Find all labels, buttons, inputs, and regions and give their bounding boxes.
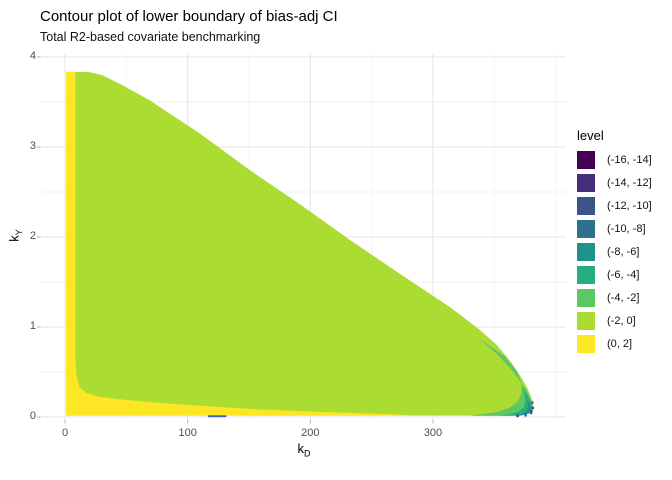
x-tick-label: 100 — [178, 427, 197, 439]
legend-swatch — [577, 220, 595, 238]
legend-swatch — [577, 335, 595, 353]
y-tick-label: 4 — [29, 50, 36, 62]
legend-label: (-8, -6] — [607, 246, 640, 258]
legend-label: (-10, -8] — [607, 223, 646, 235]
legend-title: level — [577, 128, 604, 143]
contour-tip-mark — [530, 409, 533, 413]
legend-swatch — [577, 243, 595, 261]
plot-title: Contour plot of lower boundary of bias-a… — [40, 8, 338, 25]
x-axis-title: kD — [284, 441, 324, 459]
y-tick-label: 0 — [29, 410, 36, 422]
legend-label: (-16, -14] — [607, 154, 652, 166]
x-tick-label: 200 — [301, 427, 320, 439]
legend-swatch — [577, 289, 595, 307]
contour-tip-mark — [529, 411, 533, 415]
contour-tip-mark — [516, 414, 519, 418]
legend-entry: (-8, -6] — [577, 243, 652, 261]
legend-swatch — [577, 266, 595, 284]
legend-label: (-2, 0] — [607, 315, 636, 327]
plot-subtitle: Total R2-based covariate benchmarking — [40, 30, 261, 44]
y-tick-label: 3 — [29, 140, 36, 152]
contour-tip-mark — [530, 401, 534, 404]
legend-entry: (-12, -10] — [577, 197, 652, 215]
legend-label: (-4, -2] — [607, 292, 640, 304]
legend-entry: (-6, -4] — [577, 266, 652, 284]
legend-entry: (-14, -12] — [577, 174, 652, 192]
y-axis-title-base: k — [6, 235, 22, 242]
legend-entry: (-10, -8] — [577, 220, 652, 238]
y-tick-label: 1 — [29, 320, 36, 332]
y-axis-title: kY — [6, 219, 25, 253]
legend-label: (-14, -12] — [607, 177, 652, 189]
y-tick-label: 2 — [29, 230, 36, 242]
legend: level (-16, -14] (-14, -12] (-12, -10] (-10… — [577, 128, 652, 358]
legend-entry: (0, 2] — [577, 335, 652, 353]
contour-bottom-segment — [207, 415, 227, 418]
contour-region-_-2_0_ — [66, 71, 533, 416]
legend-swatch — [577, 151, 595, 169]
legend-entry: (-16, -14] — [577, 151, 652, 169]
x-axis-title-base: k — [297, 441, 305, 456]
legend-entry: (-2, 0] — [577, 312, 652, 330]
legend-entry: (-4, -2] — [577, 289, 652, 307]
legend-entries: (-16, -14] (-14, -12] (-12, -10] (-10, -8] (… — [577, 151, 652, 353]
legend-label: (-6, -4] — [607, 269, 640, 281]
legend-label: (0, 2] — [607, 338, 633, 350]
contour-region-_-6_-4_ — [499, 387, 533, 416]
x-tick-label: 300 — [423, 427, 443, 439]
contour-tip-mark — [531, 406, 535, 410]
contour-tip-mark — [524, 413, 527, 417]
legend-swatch — [577, 312, 595, 330]
y-axis-title-sub: Y — [14, 229, 25, 236]
contour-region-_-8_-6_ — [514, 399, 531, 416]
legend-swatch — [577, 197, 595, 215]
x-axis-title-sub: D — [304, 448, 311, 459]
legend-label: (-12, -10] — [607, 200, 652, 212]
legend-swatch — [577, 174, 595, 192]
x-tick-label: 0 — [61, 427, 69, 439]
